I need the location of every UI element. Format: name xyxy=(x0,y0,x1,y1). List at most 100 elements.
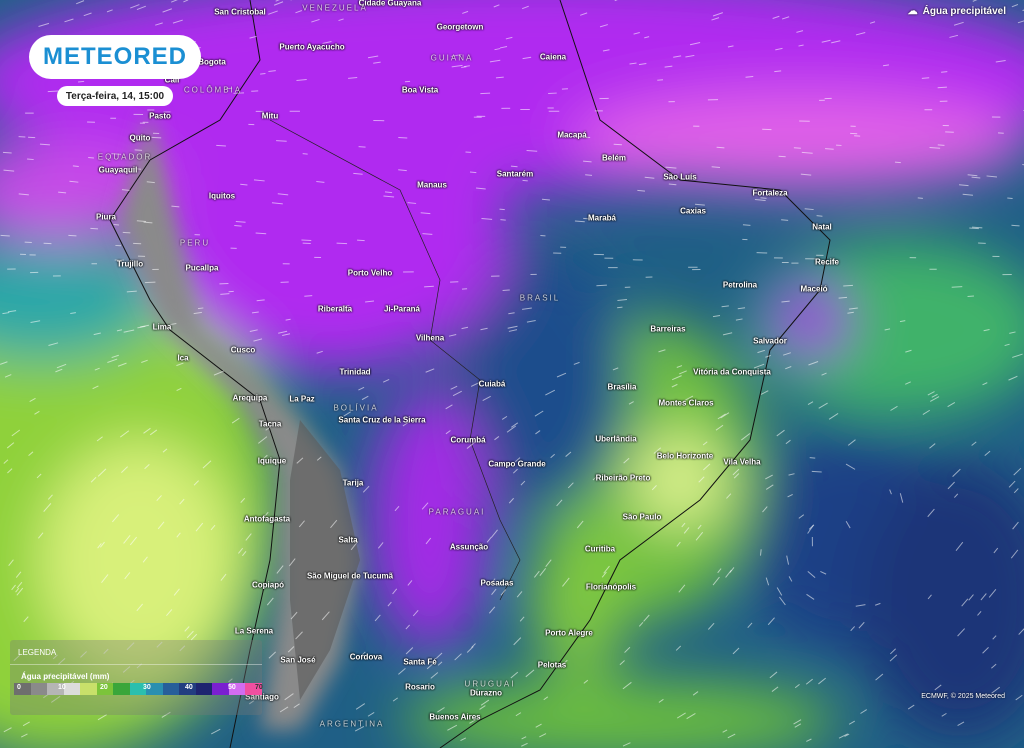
wind-streak xyxy=(420,212,431,215)
color-swatch xyxy=(96,683,114,695)
wind-streak xyxy=(454,653,462,661)
city-label: Pelotas xyxy=(537,660,567,670)
city-label: Copiapó xyxy=(252,580,284,590)
wind-streak xyxy=(716,146,725,149)
wind-streak xyxy=(301,239,312,241)
wind-streak xyxy=(567,482,574,489)
wind-streak xyxy=(93,332,101,336)
wind-streak xyxy=(161,711,171,718)
wind-streak xyxy=(760,390,769,395)
city-label: Natal xyxy=(812,222,832,232)
wind-streak xyxy=(437,707,445,713)
wind-streak xyxy=(116,329,123,332)
color-swatch xyxy=(129,683,147,695)
wind-streak xyxy=(658,698,664,703)
wind-streak xyxy=(421,502,429,510)
wind-streak xyxy=(501,415,508,420)
wind-streak xyxy=(111,153,122,155)
wind-streak xyxy=(121,466,129,473)
city-label: Campo Grande xyxy=(488,459,546,469)
color-swatch xyxy=(113,683,130,695)
wind-streak xyxy=(927,594,932,600)
legend-panel[interactable]: LEGENDA Água precipitável (mm) 0 10 20 3… xyxy=(10,640,263,715)
wind-streak xyxy=(197,307,204,310)
wind-streak xyxy=(260,73,266,75)
wind-streak xyxy=(162,8,172,13)
wind-streak xyxy=(2,312,10,315)
wind-streak xyxy=(481,217,493,220)
wind-streak xyxy=(929,443,936,449)
wind-streak xyxy=(278,330,288,334)
wind-streak xyxy=(689,42,701,46)
wind-streak xyxy=(367,55,379,59)
city-label: Cuiabá xyxy=(478,379,506,389)
wind-streak xyxy=(276,565,284,574)
wind-streak xyxy=(220,293,230,295)
wind-streak xyxy=(126,642,135,651)
wind-streak xyxy=(136,5,146,11)
wind-streak xyxy=(522,56,532,60)
city-label: Belo Horizonte xyxy=(656,451,714,461)
wind-streak xyxy=(850,626,856,632)
wind-streak xyxy=(37,532,44,539)
wind-streak xyxy=(535,430,541,435)
wind-streak xyxy=(692,691,699,696)
wind-streak xyxy=(687,209,695,212)
wind-streak xyxy=(753,363,765,369)
country-label: BOLÍVIA xyxy=(333,403,379,413)
city-label: Brasília xyxy=(607,382,637,392)
wind-streak xyxy=(556,499,563,507)
wind-streak xyxy=(213,370,224,376)
wind-streak xyxy=(0,234,10,237)
color-swatch xyxy=(179,683,196,695)
wind-streak xyxy=(711,166,721,169)
wind-streak xyxy=(355,703,366,710)
wind-streak xyxy=(947,402,956,408)
wind-streak xyxy=(80,651,87,658)
wind-streak xyxy=(56,363,67,369)
forecast-datetime[interactable]: Terça-feira, 14, 15:00 xyxy=(57,86,173,106)
wind-streak xyxy=(785,366,792,370)
wind-streak xyxy=(1017,20,1024,24)
wind-streak xyxy=(712,576,720,586)
wind-streak xyxy=(284,693,294,701)
wind-streak xyxy=(121,189,130,191)
wind-streak xyxy=(754,199,766,202)
wind-streak xyxy=(151,136,162,139)
city-label: Fortaleza xyxy=(752,188,788,198)
city-label: Trujillo xyxy=(116,259,144,269)
wind-streak xyxy=(818,402,828,409)
wind-streak xyxy=(117,362,127,367)
wind-streak xyxy=(358,386,365,391)
wind-streak xyxy=(264,511,269,517)
wind-streak xyxy=(971,441,977,446)
wind-streak xyxy=(1012,521,1019,530)
wind-streak xyxy=(220,573,227,581)
wind-streak xyxy=(644,36,650,39)
wind-streak xyxy=(339,304,350,308)
wind-streak xyxy=(16,587,24,596)
wind-streak xyxy=(515,712,522,717)
wind-streak xyxy=(831,40,841,44)
layer-selector[interactable]: ☁ Água precipitável xyxy=(908,6,1006,17)
wind-streak xyxy=(233,92,245,94)
wind-streak xyxy=(844,733,850,737)
city-label: Georgetown xyxy=(436,22,484,32)
meteored-logo[interactable]: METEORED xyxy=(29,35,201,79)
wind-streak xyxy=(775,47,783,51)
wind-streak xyxy=(34,410,40,415)
wind-streak xyxy=(765,484,774,490)
wind-streak xyxy=(671,375,682,381)
wind-streak xyxy=(92,385,99,390)
color-swatch xyxy=(63,683,81,695)
wind-streak xyxy=(361,395,369,401)
city-label: Antofagasta xyxy=(243,514,291,524)
wind-streak xyxy=(143,221,153,224)
wind-streak xyxy=(711,17,720,21)
wind-streak xyxy=(157,521,165,530)
wind-streak xyxy=(534,410,544,417)
wind-streak xyxy=(889,654,898,662)
wind-streak xyxy=(513,637,522,646)
wind-streak xyxy=(843,284,853,287)
